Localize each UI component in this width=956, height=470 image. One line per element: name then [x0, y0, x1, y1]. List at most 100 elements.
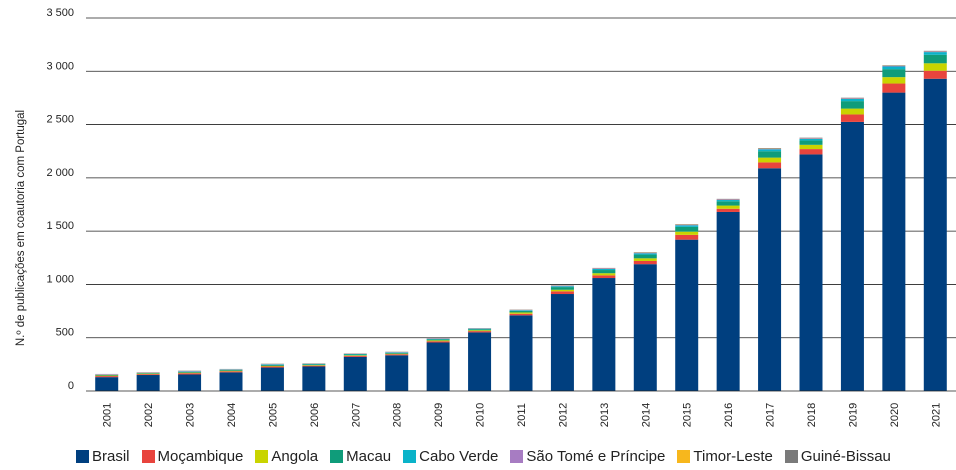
bar-segment: [633, 252, 657, 254]
legend-label: Brasil: [92, 448, 130, 465]
legend-label: Moçambique: [157, 448, 244, 465]
legend-item: São Tomé e Príncipe: [510, 448, 665, 465]
bar-segment: [923, 63, 947, 71]
bar-segment: [385, 353, 409, 355]
bar-segment: [758, 168, 782, 391]
bar-segment: [758, 148, 782, 150]
bar-segment: [882, 65, 906, 66]
bar-segment: [882, 69, 906, 78]
legend-item: Brasil: [76, 448, 130, 465]
legend-item: Moçambique: [141, 448, 244, 465]
x-tick-label: 2014: [640, 403, 652, 427]
bar-segment: [178, 370, 202, 372]
bar-segment: [178, 372, 202, 374]
bar-segment: [219, 371, 243, 373]
y-tick-label: 500: [56, 327, 74, 339]
bar-segment: [799, 138, 823, 139]
x-tick-label: 2020: [889, 403, 901, 427]
bar-segment: [95, 374, 119, 375]
x-tick-label: 2004: [226, 403, 238, 427]
bar-segment: [302, 365, 326, 367]
x-tick-label: 2015: [682, 403, 694, 427]
bar-segment: [716, 199, 740, 201]
bar-segment: [758, 149, 782, 152]
bar-segment: [882, 92, 906, 391]
bar-segment: [799, 137, 823, 139]
bar-segment: [260, 367, 284, 391]
bar-segment: [219, 369, 243, 371]
x-tick-label: 2018: [806, 403, 818, 427]
x-tick-label: 2013: [599, 403, 611, 427]
legend-swatch: [330, 450, 344, 463]
bar-segment: [178, 373, 202, 375]
bar-segment: [716, 201, 740, 206]
bars: [95, 50, 947, 392]
bar-segment: [550, 291, 574, 295]
bar-segment: [923, 78, 947, 391]
bar-segment: [758, 157, 782, 163]
x-tick-label: 2012: [557, 403, 569, 427]
x-tick-label: 2021: [930, 403, 942, 427]
bar-segment: [882, 77, 906, 84]
bar-segment: [840, 108, 864, 115]
legend-swatch: [141, 450, 155, 463]
bar-segment: [799, 138, 823, 141]
bar-segment: [758, 162, 782, 169]
bar-segment: [260, 365, 284, 367]
bar-segment: [633, 254, 657, 259]
bar-segment: [592, 273, 616, 276]
bar-segment: [675, 225, 699, 227]
x-tick-label: 2019: [847, 403, 859, 427]
bar-segment: [592, 268, 616, 271]
gridlines: [86, 17, 956, 339]
bar-segment: [136, 373, 160, 374]
bar-segment: [219, 372, 243, 391]
y-tick-label: 3 000: [46, 60, 74, 72]
y-axis-ticks: 0 500 1 000 1 500 2 000 2 500 3 000 3 500: [46, 7, 74, 392]
bar-segment: [343, 354, 367, 356]
x-tick-label: 2016: [723, 403, 735, 427]
bar-segment: [468, 331, 492, 333]
bar-segment: [260, 364, 284, 365]
x-tick-label: 2005: [267, 403, 279, 427]
bar-segment: [633, 258, 657, 261]
legend-label: Macau: [346, 448, 392, 465]
bar-segment: [716, 205, 740, 209]
bar-segment: [509, 310, 533, 313]
x-tick-label: 2006: [309, 403, 321, 427]
bar-segment: [799, 144, 823, 150]
bar-segment: [923, 70, 947, 79]
bar-segment: [550, 287, 574, 290]
bar-segment: [923, 51, 947, 53]
y-tick-label: 3 500: [46, 7, 74, 19]
x-tick-label: 2017: [765, 403, 777, 427]
legend-item: Timor-Leste: [677, 448, 773, 465]
legend-item: Macau: [330, 448, 391, 465]
legend-swatch: [403, 450, 417, 463]
legend-item: Cabo Verde: [403, 448, 498, 465]
bar-segment: [385, 352, 409, 354]
bar-segment: [923, 52, 947, 55]
bar-segment: [923, 54, 947, 64]
bar-segment: [633, 264, 657, 391]
x-tick-label: 2007: [350, 403, 362, 427]
bar-segment: [592, 278, 616, 391]
bar-segment: [468, 328, 492, 330]
bar-segment: [758, 151, 782, 158]
bar-segment: [385, 354, 409, 356]
x-tick-label: 2003: [185, 403, 197, 427]
bar-segment: [136, 373, 160, 375]
y-tick-label: 1 000: [46, 273, 74, 285]
bar-segment: [426, 338, 450, 339]
y-tick-label: 2 500: [46, 114, 74, 126]
bar-segment: [675, 226, 699, 232]
legend: Brasil Moçambique Angola Macau Cabo Verde São…: [76, 448, 903, 465]
bar-segment: [426, 342, 450, 391]
bar-segment: [178, 371, 202, 373]
legend-swatch: [255, 450, 269, 463]
bar-segment: [95, 377, 119, 391]
x-axis-ticks: 2001 2002 2003 2004 2005 2006 2007 2008 2009 2010…: [102, 403, 943, 427]
bar-segment: [136, 374, 160, 376]
legend-label: Cabo Verde: [419, 448, 499, 465]
